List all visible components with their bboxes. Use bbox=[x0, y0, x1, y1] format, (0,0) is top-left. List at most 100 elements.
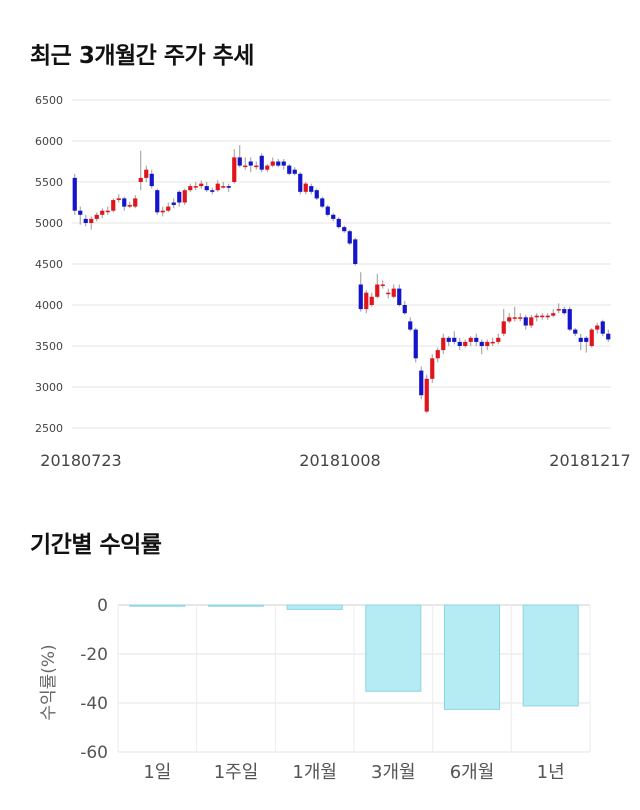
returns-bar bbox=[286, 604, 343, 610]
candle-body bbox=[336, 218, 341, 228]
candle bbox=[595, 323, 600, 334]
candle bbox=[325, 204, 330, 217]
period-label: 3개월 bbox=[371, 762, 416, 783]
candle bbox=[166, 202, 171, 213]
candle-body bbox=[474, 337, 479, 342]
candle bbox=[507, 313, 512, 324]
candle bbox=[529, 314, 534, 328]
period-label: 1개월 bbox=[292, 762, 337, 783]
candle-body bbox=[270, 161, 275, 166]
candle bbox=[210, 187, 215, 195]
candle-body bbox=[133, 198, 138, 207]
candle-body bbox=[534, 315, 539, 318]
price-tick-label: 3000 bbox=[35, 381, 63, 394]
returns-bar bbox=[129, 604, 186, 607]
candle-body bbox=[265, 165, 270, 170]
candle bbox=[600, 319, 605, 337]
candle-body bbox=[116, 198, 121, 201]
price-tick-label: 4500 bbox=[35, 258, 63, 271]
candle bbox=[182, 188, 187, 205]
candle bbox=[248, 157, 253, 173]
returns-tick-label: -20 bbox=[80, 645, 108, 665]
candle-body bbox=[463, 341, 468, 346]
price-tick-label: 6500 bbox=[35, 94, 63, 107]
candle-body bbox=[210, 190, 215, 192]
price-tick-label: 5000 bbox=[35, 217, 63, 230]
period-label: 1일 bbox=[143, 762, 171, 783]
candle-body bbox=[298, 173, 303, 192]
candle-body bbox=[83, 218, 88, 223]
candle bbox=[72, 173, 77, 215]
candle-body bbox=[182, 190, 187, 203]
candle-body bbox=[490, 341, 495, 344]
candle-body bbox=[430, 358, 435, 379]
candle-body bbox=[248, 161, 253, 166]
candle bbox=[430, 354, 435, 383]
candle bbox=[435, 347, 440, 363]
price-tick-label: 2500 bbox=[35, 422, 63, 435]
candle bbox=[534, 313, 539, 322]
returns-bar bbox=[443, 604, 501, 710]
candle-body bbox=[287, 165, 292, 174]
candle bbox=[160, 206, 165, 217]
price-tick-label: 4000 bbox=[35, 299, 63, 312]
candle bbox=[386, 288, 391, 299]
candle bbox=[441, 333, 446, 355]
candle-body bbox=[160, 210, 165, 213]
candle-body bbox=[479, 341, 484, 346]
candle bbox=[193, 182, 198, 191]
candle bbox=[512, 306, 517, 322]
candle-body bbox=[353, 239, 358, 264]
candle-body bbox=[303, 183, 308, 192]
date-axis-labels: 20180723 20181008 20181217 bbox=[40, 451, 630, 470]
candle bbox=[281, 159, 286, 170]
candle-body bbox=[545, 315, 550, 318]
candle bbox=[567, 306, 572, 332]
candle bbox=[402, 300, 407, 315]
returns-tick-label: -40 bbox=[80, 694, 108, 714]
candle-body bbox=[600, 321, 605, 334]
candle-body bbox=[94, 214, 99, 219]
candle bbox=[578, 333, 583, 351]
returns-title: 기간별 수익률 bbox=[30, 532, 162, 558]
candle-body bbox=[562, 309, 567, 314]
candle-body bbox=[111, 200, 116, 211]
candle-body bbox=[556, 309, 561, 311]
candle-body bbox=[281, 161, 286, 166]
candle bbox=[331, 213, 336, 222]
candle-body bbox=[408, 321, 413, 330]
candle bbox=[100, 208, 105, 219]
candle-body bbox=[325, 206, 330, 215]
candle-body bbox=[358, 284, 363, 310]
candle-body bbox=[424, 378, 429, 412]
price-tick-label: 5500 bbox=[35, 176, 63, 189]
candle bbox=[419, 366, 424, 400]
candle bbox=[122, 196, 127, 211]
candle bbox=[270, 157, 275, 168]
candle bbox=[606, 329, 611, 342]
candle bbox=[127, 201, 132, 209]
candle-body bbox=[391, 288, 396, 297]
candle bbox=[133, 195, 138, 209]
candle-body bbox=[589, 329, 594, 346]
candle bbox=[463, 339, 468, 348]
candle-body bbox=[320, 198, 325, 207]
candle-body bbox=[193, 186, 198, 188]
candle-body bbox=[402, 305, 407, 314]
returns-bar bbox=[207, 604, 265, 607]
candle bbox=[479, 339, 484, 355]
period-label: 1년 bbox=[537, 762, 565, 783]
candle bbox=[149, 169, 154, 189]
candle-body bbox=[155, 190, 160, 213]
returns-gridlines bbox=[117, 604, 591, 753]
candle bbox=[518, 313, 523, 322]
date-tick-label: 20181008 bbox=[299, 451, 380, 470]
candle-body bbox=[237, 157, 242, 166]
candle-body bbox=[171, 202, 176, 205]
price-tick-label: 3500 bbox=[35, 340, 63, 353]
candle bbox=[298, 172, 303, 195]
candle bbox=[309, 183, 314, 195]
candle-body bbox=[529, 317, 534, 326]
candle-body bbox=[78, 210, 83, 215]
candle bbox=[336, 217, 341, 229]
